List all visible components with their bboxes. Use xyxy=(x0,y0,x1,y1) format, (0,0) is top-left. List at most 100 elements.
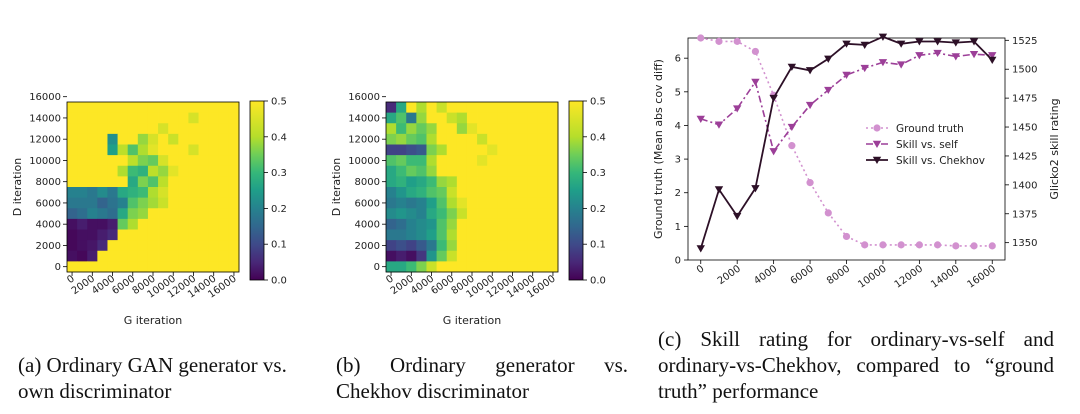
heatmap-cell xyxy=(497,165,508,177)
heatmap-cell xyxy=(477,197,488,209)
colorbar-tick-label: 0.4 xyxy=(590,132,606,143)
heatmap-cell xyxy=(406,165,417,177)
heatmap-cell xyxy=(127,208,139,220)
data-point xyxy=(769,94,778,103)
heatmap-cell xyxy=(198,112,210,124)
heatmap-cell xyxy=(527,133,539,145)
heatmap-cell xyxy=(198,155,210,167)
data-point xyxy=(714,121,724,129)
heatmap-cell xyxy=(67,155,78,167)
heatmap-cell xyxy=(198,102,210,114)
y-axis-label: Ground truth (Mean abs cov diff) xyxy=(652,59,665,239)
x-tick-label: 4000 xyxy=(752,263,779,287)
legend-label: Skill vs. self xyxy=(896,139,958,151)
heatmap-cell xyxy=(147,144,159,156)
y-tick-label: 3 xyxy=(675,155,681,166)
heatmap-cell xyxy=(208,144,220,156)
heatmap-cell xyxy=(208,208,220,220)
x-tick-label: 8000 xyxy=(825,263,852,287)
heatmap-cell xyxy=(147,112,159,124)
heatmap-cell xyxy=(218,208,230,220)
heatmap-cell xyxy=(87,133,98,145)
heatmap-cell xyxy=(466,155,478,167)
heatmap-cell xyxy=(147,133,159,145)
heatmap-cell xyxy=(406,123,417,135)
heatmap-cell xyxy=(228,165,240,177)
heatmap-cell xyxy=(168,229,179,241)
heatmap-cell xyxy=(527,176,539,188)
heatmap-cell xyxy=(87,165,98,177)
heatmap-cell xyxy=(127,197,139,209)
heatmap-cell xyxy=(67,176,78,188)
heatmap-cell xyxy=(77,208,88,220)
heatmap-cell xyxy=(426,123,437,135)
heatmap-cell xyxy=(537,187,549,199)
heatmap-cell xyxy=(228,197,240,209)
heatmap-cell xyxy=(396,250,407,262)
heatmap-cell xyxy=(77,112,88,124)
heatmap-cell xyxy=(198,218,210,230)
heatmap-cell xyxy=(67,261,78,273)
heatmap-cell xyxy=(386,176,397,188)
heatmap-cell xyxy=(386,187,397,199)
data-point xyxy=(805,101,815,110)
heatmap-cell xyxy=(178,102,189,114)
heatmap-cell xyxy=(477,261,488,273)
y2-tick-label: 1350 xyxy=(1012,238,1037,249)
x-tick-label: 16000 xyxy=(966,263,998,290)
heatmap-cell xyxy=(456,133,468,145)
data-point xyxy=(842,40,851,48)
heatmap-cell xyxy=(537,102,549,114)
heatmap-cell xyxy=(497,176,508,188)
heatmap-cell xyxy=(426,144,437,156)
heatmap-cell xyxy=(396,240,407,252)
heatmap-cell xyxy=(107,187,118,199)
heatmap-cell xyxy=(396,261,407,273)
heatmap-cell xyxy=(456,261,468,273)
heatmap-cell xyxy=(158,133,169,145)
heatmap-cell xyxy=(507,197,518,209)
heatmap-cell xyxy=(426,229,437,241)
heatmap-cell xyxy=(436,218,448,230)
heatmap-cell xyxy=(77,197,88,209)
heatmap-cell xyxy=(507,240,518,252)
heatmap-cell xyxy=(497,144,508,156)
heatmap-cell xyxy=(537,261,549,273)
data-point xyxy=(805,67,815,75)
heatmap-cell xyxy=(527,155,539,167)
y-axis-label: D iteration xyxy=(11,158,24,216)
heatmap-cell xyxy=(456,165,468,177)
data-point xyxy=(806,179,814,187)
heatmap-cell xyxy=(218,176,230,188)
heatmap-cell xyxy=(77,155,88,167)
heatmap-cell xyxy=(466,229,478,241)
heatmap-cell xyxy=(416,218,427,230)
y-tick-label: 2000 xyxy=(36,241,61,252)
heatmap-cell xyxy=(208,218,220,230)
heatmap-cell xyxy=(517,229,529,241)
heatmap-cell xyxy=(477,218,488,230)
heatmap-cell xyxy=(168,208,179,220)
heatmap-cell xyxy=(497,102,508,114)
data-point xyxy=(860,64,869,73)
heatmap-cell xyxy=(406,240,417,252)
heatmap-cell xyxy=(147,208,159,220)
heatmap-cell xyxy=(497,197,508,209)
heatmap-cell xyxy=(477,133,488,145)
heatmap-cell xyxy=(537,123,549,135)
caption-a: (a) Ordinary GAN generator vs. own discr… xyxy=(18,353,287,403)
heatmap-cell xyxy=(537,229,549,241)
heatmap-cell xyxy=(228,144,240,156)
heatmap-cell xyxy=(517,112,529,124)
y-tick-label: 16000 xyxy=(29,92,61,103)
heatmap-cell xyxy=(406,197,417,209)
series-line xyxy=(700,37,993,247)
heatmap-cell xyxy=(168,144,179,156)
heatmap-cell xyxy=(547,250,559,262)
heatmap-cell xyxy=(436,187,448,199)
heatmap-cell xyxy=(547,208,559,220)
heatmap-cell xyxy=(208,155,220,167)
heatmap-cell xyxy=(426,176,437,188)
colorbar-tick-label: 0.0 xyxy=(271,276,287,287)
heatmap-cell xyxy=(97,123,108,135)
